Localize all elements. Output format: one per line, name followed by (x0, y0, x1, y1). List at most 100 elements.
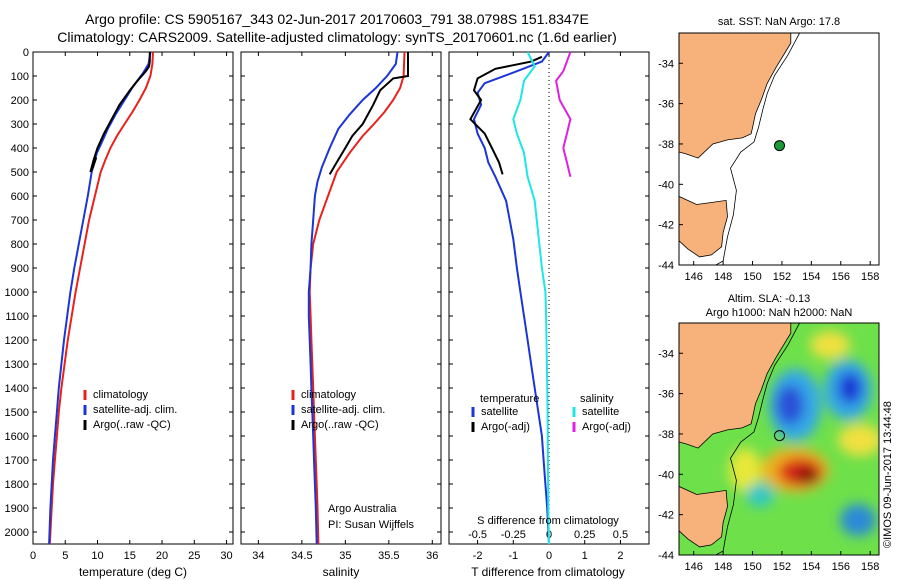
lon-tick-label: 146 (685, 561, 703, 573)
legend-label: satellite (582, 406, 619, 418)
lon-tick-label: 154 (802, 561, 820, 573)
depth-tick-label: 700 (11, 215, 29, 227)
salinity-depth-ticks (241, 51, 441, 533)
lat-tick-label: -40 (658, 179, 674, 191)
lon-tick-label: 158 (861, 561, 879, 573)
lat-tick-label: -34 (658, 58, 674, 70)
cold-patch-south (840, 504, 876, 536)
depth-tick-label: 900 (11, 263, 29, 275)
difference-axes-frame (448, 51, 650, 545)
depth-tick-label: 200 (11, 95, 29, 107)
x-tick-label: 20 (156, 550, 168, 562)
depth-tick-label: 1400 (5, 383, 29, 395)
tasmania-island (679, 195, 728, 258)
lon-tick-label: 158 (861, 271, 879, 283)
bathymetry-contour (715, 33, 800, 265)
legend-label: Argo(..raw -QC) (301, 419, 379, 431)
x-tick-label: 25 (188, 550, 200, 562)
temperature-x-axis: 0 5 10 15 20 25 30 (30, 52, 233, 562)
difference-panel: -2 -1 0 1 2-0.5 -0.25 0 0.25 0.5 temperature sali… (448, 51, 650, 579)
temperature-x-label: temperature (deg C) (79, 565, 187, 579)
sla-map-frame (678, 322, 880, 556)
x-tick-label: -2 (473, 550, 483, 562)
cold-eddy-east-core (838, 372, 862, 404)
lon-tick-label: 148 (714, 271, 732, 283)
imos-credit: ©IMOS 09-Jun-2017 13:44:48 (882, 401, 894, 548)
lat-tick-label: -42 (658, 220, 674, 232)
lat-tick-label: -34 (658, 348, 674, 360)
depth-tick-label: 1000 (5, 287, 29, 299)
lon-tick-label: 150 (743, 271, 761, 283)
lat-tick-label: -42 (658, 510, 674, 522)
depth-tick-label: 500 (11, 167, 29, 179)
temperature-series (48, 52, 154, 544)
depth-tick-label: 600 (11, 191, 29, 203)
lat-tick-label: -36 (658, 99, 674, 111)
sla-map-title-line2: Argo h1000: NaN h2000: NaN (706, 307, 853, 319)
legend-label: satellite-adj. clim. (93, 404, 177, 416)
x-tick-label: 10 (91, 550, 103, 562)
lon-tick-label: 150 (743, 561, 761, 573)
tasmania-island-sla (679, 485, 728, 548)
sst-map-title: sat. SST: NaN Argo: 17.8 (718, 16, 840, 28)
s-diff-tick-label: -0.25 (501, 529, 526, 541)
x-tick-label: 35 (339, 550, 351, 562)
legend-label: climatology (301, 389, 357, 401)
lat-tick-label: -44 (658, 260, 674, 272)
bathymetry-contour-sla (715, 323, 800, 555)
x-tick-label: 5 (62, 550, 68, 562)
float-position-marker (774, 140, 786, 152)
series-line-1 (307, 52, 399, 544)
depth-tick-label: 1600 (5, 431, 29, 443)
difference-x-axis: -2 -1 0 1 2-0.5 -0.25 0 0.25 0.5 (468, 52, 628, 562)
depth-tick-label: 1700 (5, 455, 29, 467)
s-diff-tick-label: 0.5 (613, 529, 628, 541)
sla-map-panel: Altim. SLA: -0.13 Argo h1000: NaN h2000:… (658, 293, 880, 573)
sla-map-ticks: 146 148 150 152 154 156 158 -34 -36 -38 -40 -42 -44 (658, 348, 879, 573)
s-diff-tick-label: 0.25 (574, 529, 595, 541)
lon-tick-label: 156 (832, 561, 850, 573)
series-line-3 (555, 52, 572, 178)
lon-tick-label: 156 (832, 271, 850, 283)
legend-label: satellite (481, 406, 518, 418)
series-line-2 (328, 52, 409, 175)
depth-tick-label: 300 (11, 119, 29, 131)
legend-label: climatology (93, 389, 149, 401)
x-tick-label: 36 (426, 550, 438, 562)
salinity-panel: 34 34.5 35 35.5 36 climatology satellite-adj.… (240, 51, 442, 579)
yellow-patch-east (838, 424, 879, 456)
salinity-series (307, 52, 409, 544)
mainland-australia (679, 33, 792, 159)
x-tick-label: 35.5 (378, 550, 399, 562)
sst-map-ticks: 146 148 150 152 154 156 158 -34 -36 -38 -40 -42 -44 (658, 58, 879, 283)
depth-tick-label: 1200 (5, 335, 29, 347)
legend-title-salinity: salinity (580, 393, 614, 405)
x-tick-label: 34.5 (291, 550, 312, 562)
sst-map-panel: sat. SST: NaN Argo: 17.8 146 148 150 152 154… (658, 16, 880, 283)
x-tick-label: 1 (582, 550, 588, 562)
pi-note: PI: Susan Wijffels (328, 519, 414, 531)
yellow-patch-west (729, 448, 761, 492)
lat-tick-label: -38 (658, 139, 674, 151)
x-tick-label: -1 (508, 550, 518, 562)
legend-title-temperature: temperature (480, 393, 539, 405)
salinity-axes-frame (240, 51, 442, 545)
series-line-0 (48, 52, 154, 544)
x-tick-label: 2 (617, 550, 623, 562)
salinity-x-label: salinity (323, 565, 360, 579)
lat-tick-label: -36 (658, 389, 674, 401)
x-tick-label: 15 (124, 550, 136, 562)
depth-tick-label: 0 (23, 47, 29, 59)
lon-tick-label: 148 (714, 561, 732, 573)
difference-depth-ticks (449, 51, 649, 533)
float-position-marker-sla (774, 430, 786, 442)
s-difference-label: S difference from climatology (477, 515, 619, 527)
depth-axis: 0 100 200 300 400 500 600 700 800 900 1000 1100 1200… (5, 47, 233, 539)
depth-tick-label: 800 (11, 239, 29, 251)
legend-label: Argo(-adj) (582, 421, 631, 433)
depth-tick-label: 1300 (5, 359, 29, 371)
depth-tick-label: 100 (11, 71, 29, 83)
depth-tick-label: 2000 (5, 527, 29, 539)
warm-eddy-peak (796, 468, 820, 484)
